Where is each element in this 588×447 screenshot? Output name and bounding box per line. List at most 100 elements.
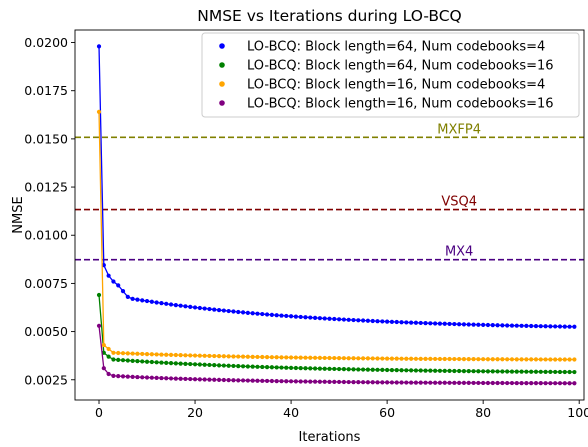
data-point (312, 315, 318, 320)
data-point (476, 322, 481, 327)
data-point (327, 379, 332, 384)
data-point (303, 366, 308, 371)
data-point (466, 322, 471, 327)
data-point (447, 321, 452, 327)
data-point (519, 381, 524, 386)
data-point (370, 380, 375, 385)
data-point (260, 354, 265, 360)
data-point (245, 310, 250, 315)
data-point (245, 364, 250, 369)
data-point (471, 357, 476, 362)
data-point (308, 379, 313, 384)
data-point (183, 361, 188, 366)
data-point (178, 361, 183, 366)
data-point (183, 304, 188, 309)
data-point (111, 373, 116, 379)
plot-frame (74, 29, 585, 401)
data-point (120, 351, 126, 356)
data-point (418, 356, 423, 361)
data-point (548, 357, 553, 362)
y-tick-label: 0.0150 (24, 131, 68, 146)
data-point (495, 323, 500, 328)
data-point (197, 362, 202, 367)
data-point (505, 357, 510, 362)
data-point (567, 357, 572, 362)
data-point (529, 381, 534, 386)
reference-label-mx4: MX4 (445, 245, 473, 260)
data-point (116, 357, 121, 362)
data-point (524, 381, 529, 386)
data-point (461, 322, 467, 327)
data-point (144, 359, 150, 364)
data-point (500, 369, 505, 374)
data-point (509, 323, 515, 328)
data-point (519, 369, 524, 374)
legend-box (201, 32, 580, 118)
data-point (529, 323, 534, 329)
data-point (284, 355, 289, 360)
data-point (442, 356, 447, 362)
data-point (221, 354, 226, 359)
data-point (164, 376, 169, 381)
data-point (226, 308, 231, 314)
data-point (192, 362, 198, 367)
data-point (418, 368, 423, 373)
data-point (221, 363, 226, 368)
data-point (490, 323, 495, 328)
data-point (207, 306, 212, 312)
data-point (250, 311, 255, 316)
data-point (572, 357, 577, 362)
data-point (216, 354, 222, 359)
data-point (264, 365, 270, 370)
data-point (370, 356, 375, 361)
data-point (226, 378, 231, 383)
data-point (457, 322, 462, 327)
data-point (356, 318, 361, 323)
x-axis: 0 20 40 60 80 100 (95, 400, 588, 420)
data-point (380, 380, 385, 385)
data-point (130, 358, 135, 363)
data-point (125, 358, 130, 363)
data-point (409, 320, 414, 325)
data-point (365, 356, 371, 361)
data-point (207, 362, 212, 368)
data-point (274, 313, 279, 318)
data-point (293, 365, 298, 371)
data-point (279, 365, 284, 370)
data-point (260, 378, 265, 383)
data-point (125, 294, 130, 299)
data-point (255, 378, 260, 383)
data-point (409, 368, 414, 373)
data-point (538, 369, 543, 374)
data-point (231, 378, 236, 383)
data-point (529, 369, 534, 374)
data-point (245, 378, 250, 383)
data-point (269, 378, 274, 384)
reference-label-vsq4: VSQ4 (441, 195, 477, 210)
legend-label: LO-BCQ: Block length=16, Num codebooks=4 (247, 78, 545, 93)
data-point (524, 369, 529, 374)
data-point (173, 376, 178, 381)
data-point (279, 313, 284, 318)
data-point (509, 369, 515, 374)
data-point (327, 355, 332, 361)
data-point (447, 368, 452, 374)
data-point (303, 355, 308, 360)
data-point (221, 377, 226, 383)
data-point (293, 379, 298, 384)
data-point (236, 364, 241, 369)
data-point (519, 323, 524, 328)
data-point (288, 379, 294, 384)
data-point (212, 353, 217, 359)
data-point (144, 375, 150, 380)
data-point (543, 324, 548, 329)
data-point (346, 356, 351, 361)
data-point (140, 359, 145, 364)
data-point (236, 378, 241, 383)
data-point (120, 289, 126, 294)
data-point (154, 360, 159, 365)
data-point (140, 298, 145, 303)
data-point (236, 309, 241, 315)
y-tick-label: 0.0025 (24, 372, 68, 387)
data-point (327, 316, 332, 321)
